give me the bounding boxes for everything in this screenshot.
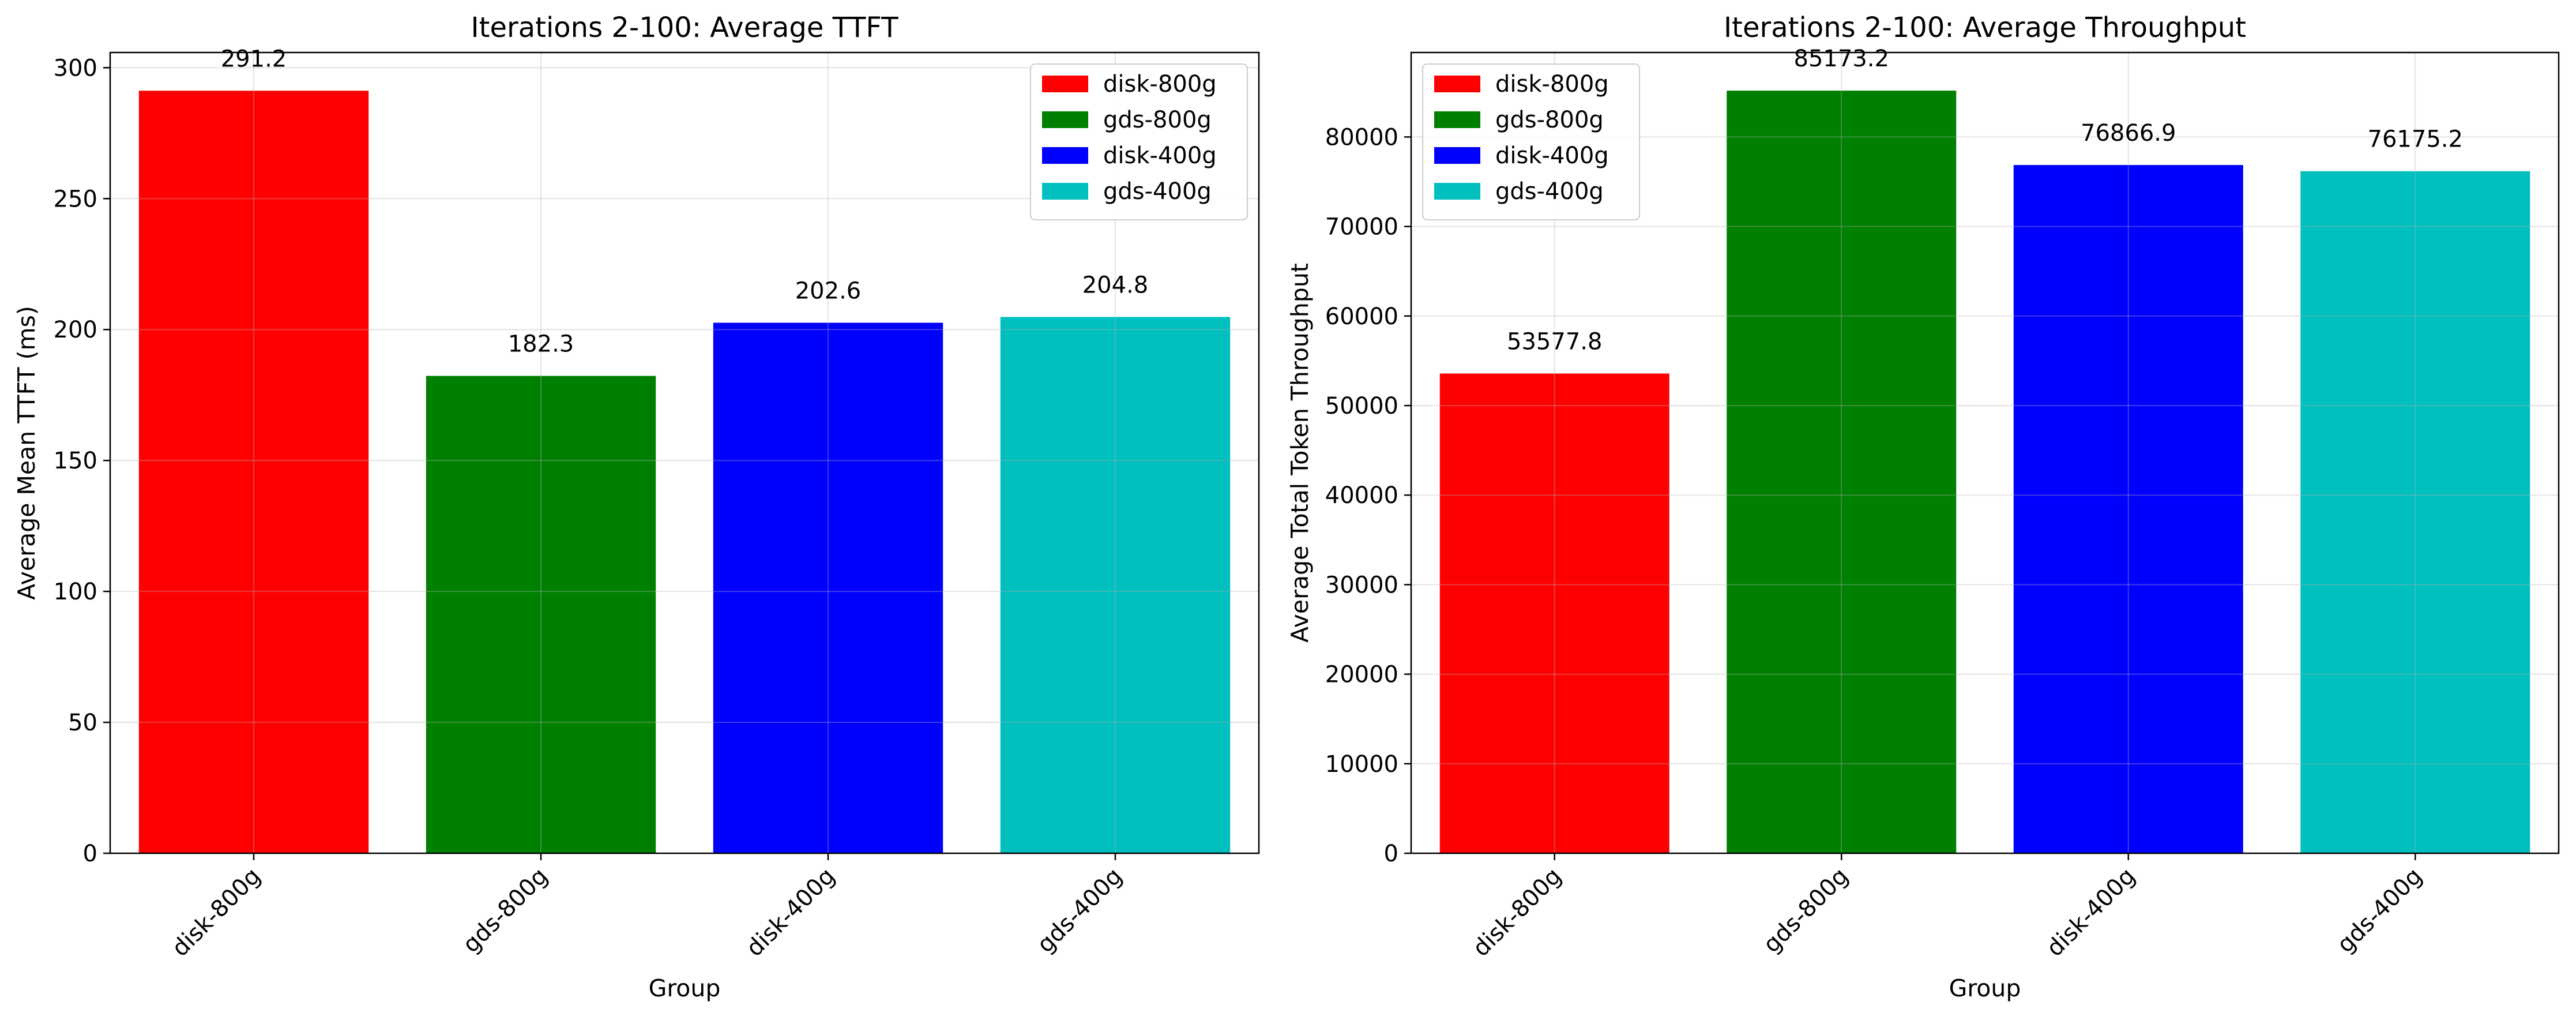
y-tick-label: 50000: [1325, 393, 1398, 419]
legend-entry: disk-800g: [1103, 71, 1217, 97]
data-label: 53577.8: [1507, 328, 1602, 355]
bar-disk-800g: [1439, 373, 1669, 853]
legend-entry: gds-800g: [1103, 107, 1212, 133]
y-tick-label: 60000: [1325, 303, 1398, 330]
x-axis-label: Group: [1949, 974, 2021, 1002]
legend-swatch: [1042, 76, 1088, 92]
legend-swatch: [1042, 111, 1088, 128]
legend-entry: gds-400g: [1103, 178, 1212, 205]
bar-gds-400g: [2300, 171, 2530, 853]
y-tick-label: 20000: [1325, 662, 1398, 688]
legend-swatch: [1434, 183, 1480, 200]
legend: disk-800g gds-800g disk-400g gds-400g: [1030, 63, 1248, 220]
y-tick-label: 300: [54, 55, 97, 81]
legend-entry: gds-800g: [1495, 107, 1604, 133]
y-tick-label: 40000: [1325, 482, 1398, 509]
data-label: 76175.2: [2368, 126, 2463, 153]
data-label: 202.6: [795, 278, 862, 304]
axes-frame: [109, 51, 1260, 854]
bar-gds-400g: [1000, 317, 1231, 853]
bar-disk-400g: [2013, 165, 2243, 854]
plot-area: 0 10000 20000 30000 40000 50000 60000 70000 8000…: [1325, 46, 2560, 962]
chart-title: Iterations 2-100: Average TTFT: [471, 12, 898, 44]
data-label: 182.3: [508, 331, 574, 358]
bar-gds-800g: [426, 376, 656, 853]
y-tick-label: 80000: [1325, 124, 1398, 151]
data-label: 291.2: [221, 46, 287, 72]
chart-throughput: 0 10000 20000 30000 40000 50000 60000 70000 8000…: [1286, 12, 2560, 1002]
x-axis-label: Group: [649, 974, 721, 1002]
y-tick-label: 70000: [1325, 214, 1398, 241]
legend-swatch: [1434, 147, 1480, 164]
legend: disk-800g gds-800g disk-400g gds-400g: [1422, 63, 1640, 220]
legend-box: [1422, 63, 1640, 220]
y-tick-label: 0: [1384, 841, 1398, 867]
y-axis-label: Average Mean TTFT (ms): [13, 306, 40, 600]
legend-entry: disk-800g: [1495, 71, 1609, 97]
bar-gds-800g: [1727, 91, 1957, 854]
axes-frame: [1410, 51, 2560, 854]
y-tick-label: 50: [68, 710, 97, 736]
y-tick-label: 150: [54, 448, 97, 474]
y-tick-label: 100: [54, 579, 97, 605]
data-label: 76866.9: [2081, 120, 2176, 147]
y-tick-label: 250: [54, 186, 97, 212]
legend-box: [1030, 63, 1248, 220]
legend-swatch: [1434, 76, 1480, 92]
bar-disk-800g: [138, 91, 369, 853]
chart-title: Iterations 2-100: Average Throughput: [1724, 12, 2246, 44]
y-axis-label: Average Total Token Throughput: [1286, 263, 1314, 643]
legend-swatch: [1434, 111, 1480, 128]
legend-entry: disk-400g: [1495, 142, 1609, 169]
data-label: 85173.2: [1794, 46, 1889, 72]
bar-disk-400g: [713, 322, 943, 853]
y-tick-label: 10000: [1325, 751, 1398, 778]
legend-entry: disk-400g: [1103, 142, 1217, 169]
legend-swatch: [1042, 147, 1088, 164]
legend-entry: gds-400g: [1495, 178, 1604, 205]
y-tick-label: 0: [83, 841, 97, 867]
y-tick-label: 200: [54, 317, 97, 343]
legend-swatch: [1042, 183, 1088, 200]
y-tick-label: 30000: [1325, 572, 1398, 598]
data-label: 204.8: [1082, 272, 1149, 298]
